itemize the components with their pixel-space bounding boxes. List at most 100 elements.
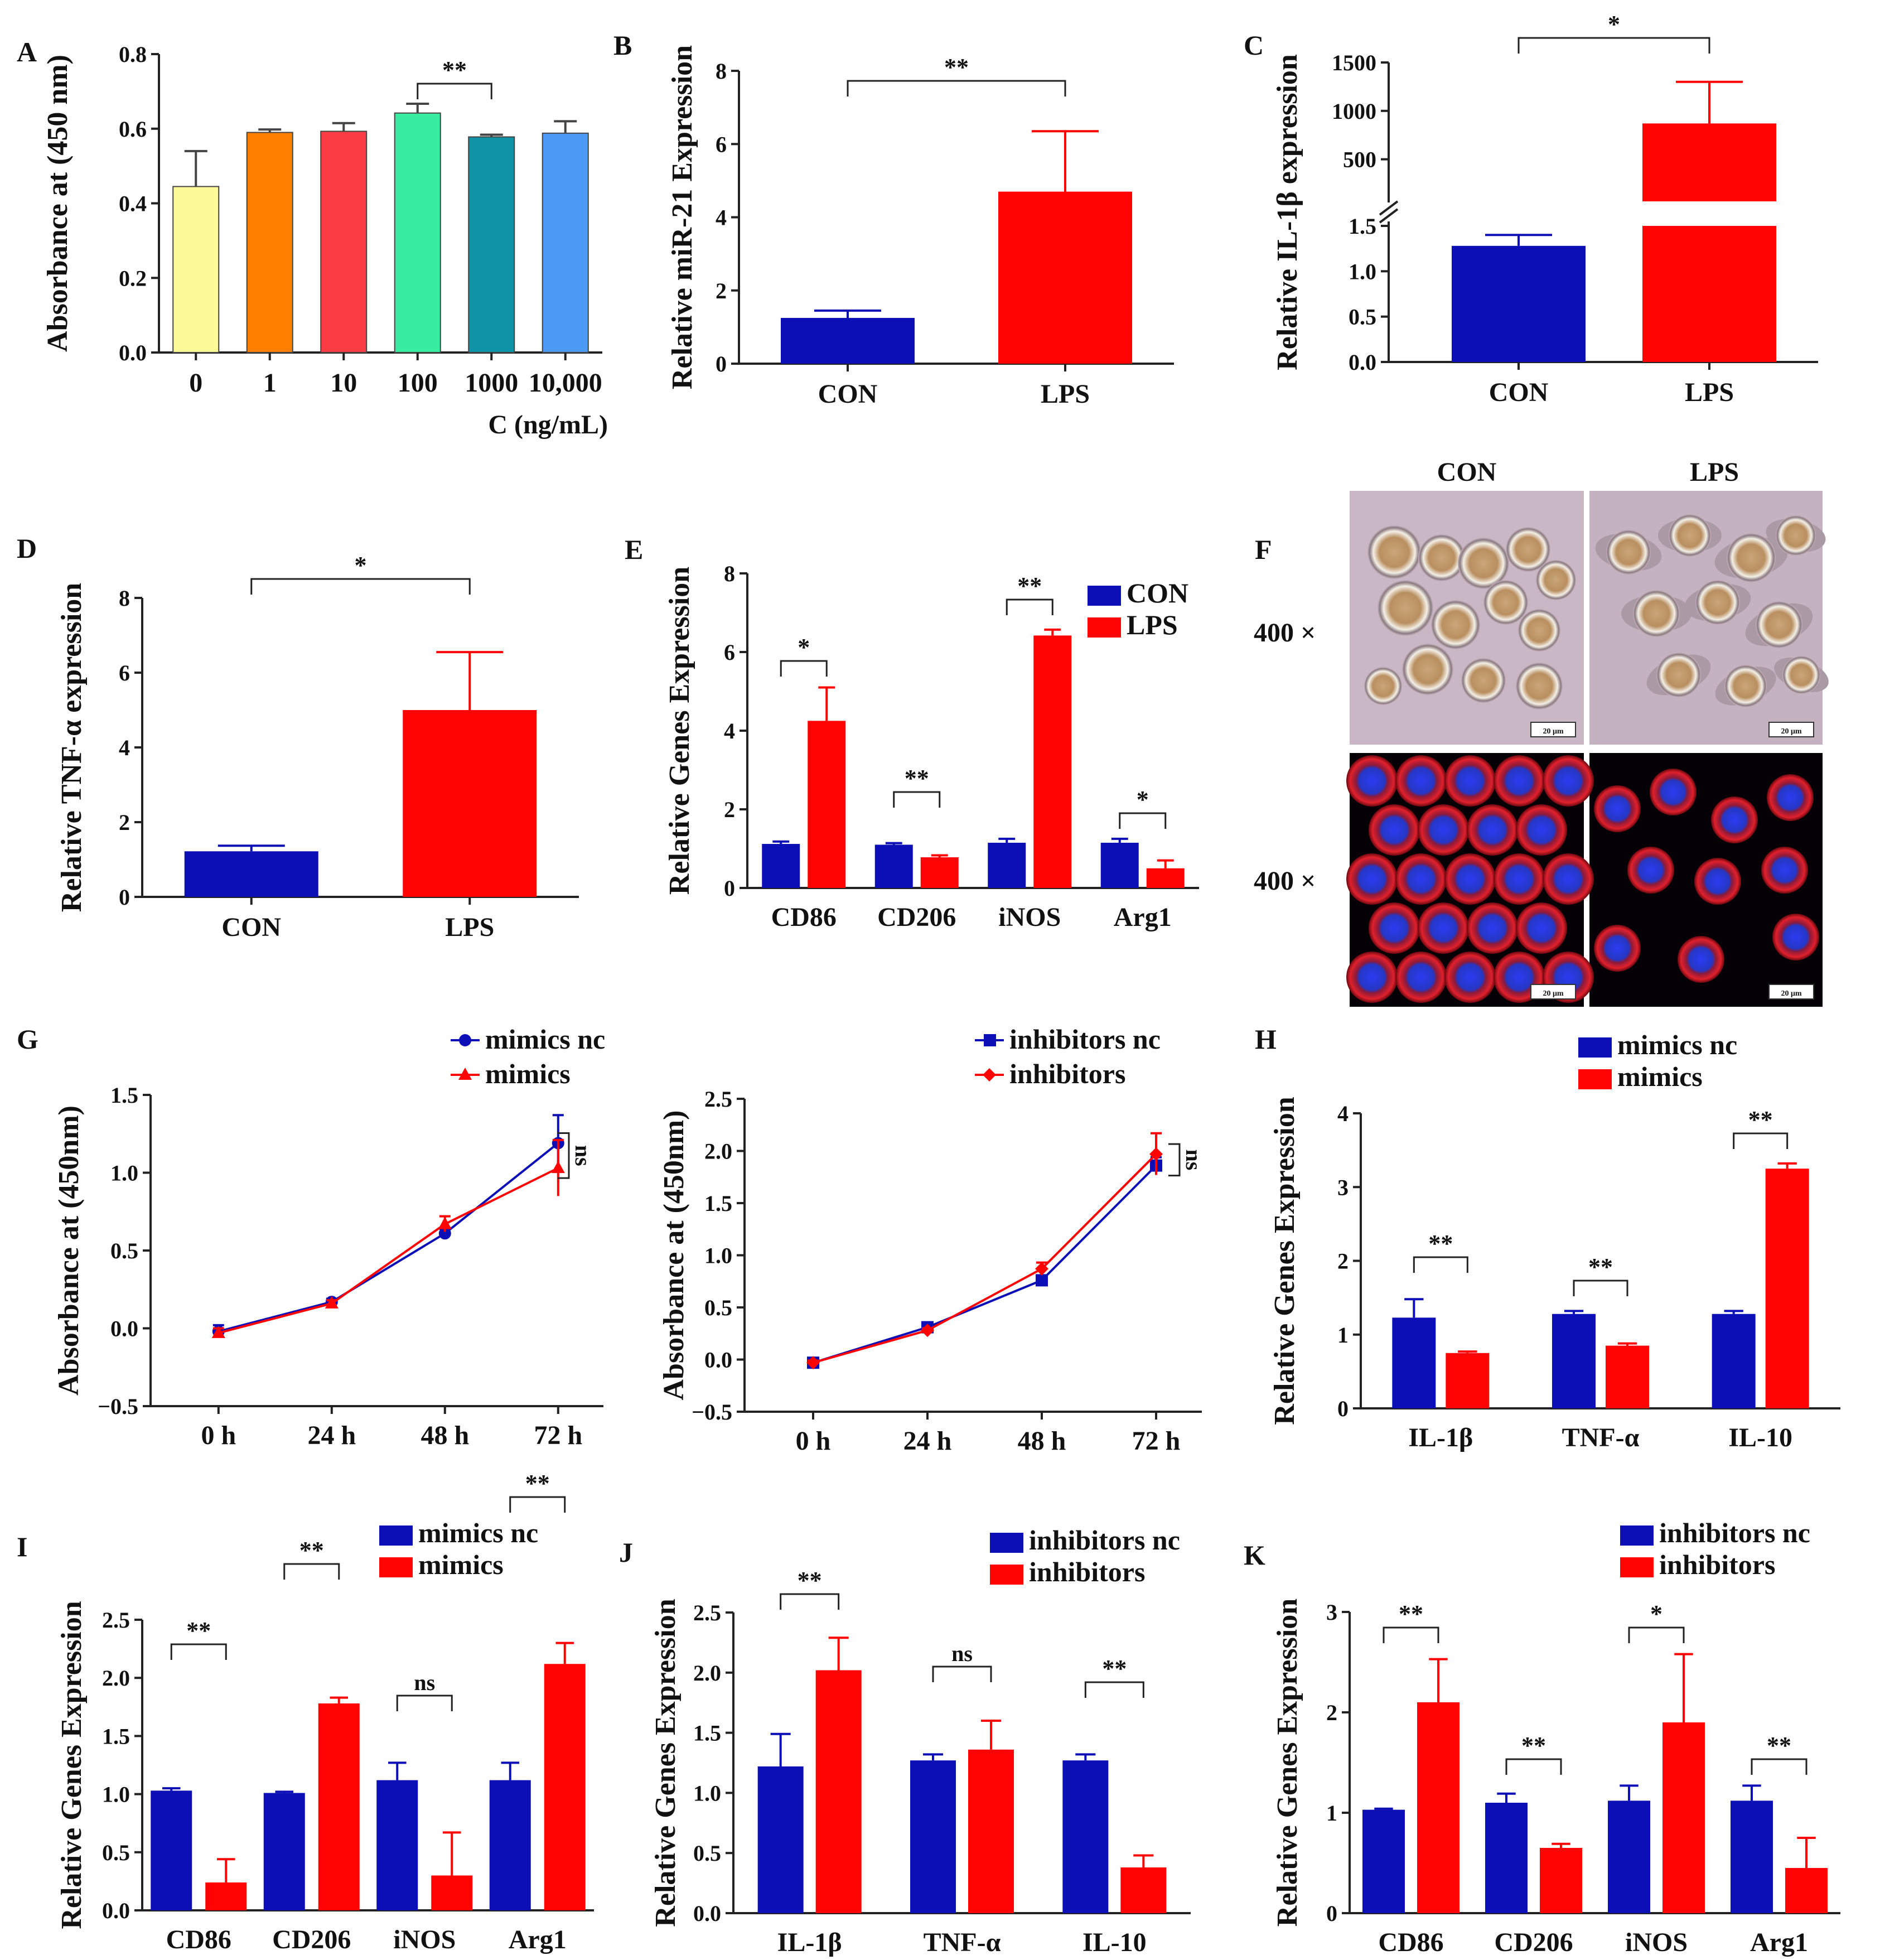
y-tick-label: 8: [119, 586, 130, 611]
y-tick-label: 2: [119, 810, 130, 835]
y-axis-title: Relative miR-21 Expression: [666, 45, 698, 389]
bar: [762, 844, 800, 888]
y-tick-label: 0.5: [693, 1841, 721, 1866]
y-tick-label: −0.5: [692, 1399, 732, 1425]
y-tick-label: 1.0: [1349, 259, 1376, 284]
y-tick-label: 0.5: [102, 1840, 130, 1865]
x-tick-label: 0: [189, 368, 202, 398]
bar: [1146, 868, 1185, 888]
legend-label: CON: [1127, 577, 1188, 609]
fluorescent-cell: [1772, 914, 1819, 960]
chart-g1: −0.5 0.0 0.5 1.0 1.5 Absorbance at (450nm) G 0 …: [17, 1024, 605, 1450]
legend-label: mimics nc: [1617, 1029, 1737, 1060]
chart-a: 0.0 0.2 0.4 0.6 0.8 Absorbance at (450 nm)A 0 1…: [17, 36, 608, 440]
significance-bracket: [780, 1593, 840, 1610]
bar: [874, 844, 913, 888]
fluorescent-cell: [1543, 755, 1594, 807]
panel-label: G: [17, 1024, 38, 1055]
y-tick-label: 0.5: [1349, 305, 1376, 330]
y-axis-title: Relative TNF-α expression: [56, 583, 88, 912]
fluorescent-cell: [1395, 755, 1447, 807]
panel-f: F CON LPS 400 × 400 × 20 μm 20 μm 20 μm …: [1254, 457, 1829, 1007]
axis-break-mark: [1379, 200, 1399, 216]
significance-label: **: [1428, 1230, 1453, 1257]
significance-bracket: [417, 83, 492, 99]
y-tick-label: 1.5: [693, 1721, 721, 1746]
y-tick-label: 0: [724, 876, 735, 901]
data-point: [1036, 1274, 1048, 1287]
brightfield-cell: [1727, 533, 1776, 582]
bar: [542, 132, 589, 353]
data-point: [806, 1356, 820, 1370]
significance-bracket: [932, 1665, 992, 1682]
x-axis-title: C (ng/mL): [488, 410, 608, 440]
chart-h: 0 1 2 3 4 Relative Genes Expression H IL-1β ** TN…: [1255, 1024, 1840, 1452]
brightfield-cell: [1633, 590, 1680, 637]
legend-label: inhibitors: [1029, 1556, 1145, 1587]
y-tick-label: 1.0: [704, 1243, 732, 1268]
bar: [263, 1793, 305, 1910]
bar: [781, 317, 915, 364]
bar: [1417, 1702, 1459, 1913]
x-tick-label: 48 h: [1018, 1426, 1066, 1456]
fluorescent-cell: [1418, 804, 1469, 856]
y-tick-label: 0.0: [102, 1898, 130, 1923]
brightfield-cell: [1402, 644, 1453, 695]
scale-bar-2: [1768, 722, 1814, 737]
bar: [988, 842, 1026, 888]
fluorescent-cell: [1467, 902, 1518, 954]
panel-label: B: [613, 30, 632, 61]
fluorescent-cell: [1494, 853, 1545, 905]
y-tick-label: −0.5: [98, 1394, 138, 1419]
significance-label: ns: [571, 1145, 596, 1166]
y-tick-label: 0: [1326, 1901, 1337, 1926]
x-tick-label: CON: [818, 379, 878, 409]
y-tick-label: 6: [716, 132, 727, 157]
brightfield-cell: [1516, 663, 1563, 709]
data-point: [438, 1216, 452, 1229]
significance-bracket: [1006, 598, 1053, 615]
legend-marker: [983, 1068, 996, 1082]
panel-label: K: [1244, 1539, 1265, 1571]
panel-label: H: [1255, 1024, 1277, 1055]
fluorescent-cell: [1395, 952, 1447, 1003]
y-tick-label: 2: [724, 797, 735, 822]
brightfield-cell: [1367, 525, 1421, 579]
significance-label: **: [1017, 572, 1042, 600]
series-line: [218, 1142, 559, 1333]
fluorescent-cell: [1494, 755, 1545, 807]
y-tick-label: 0.2: [119, 265, 147, 291]
x-tick-label: 48 h: [421, 1421, 469, 1450]
significance-bracket: [1733, 1132, 1789, 1149]
significance-label: *: [798, 634, 810, 661]
bar: [1642, 123, 1776, 201]
data-point: [921, 1324, 934, 1338]
legend-swatch: [1088, 586, 1121, 606]
bar: [1540, 1848, 1582, 1913]
y-tick-label: 0: [716, 351, 727, 376]
bar: [1606, 1345, 1649, 1408]
x-tick-label: CD206: [272, 1925, 351, 1954]
bar: [1552, 1314, 1596, 1408]
brightfield-cell: [1656, 653, 1701, 697]
legend-swatch: [990, 1533, 1023, 1553]
x-tick-label: IL-10: [1728, 1423, 1792, 1452]
brightfield-cell: [1506, 527, 1550, 572]
scale-bar-text-3: 20 μm: [1543, 989, 1563, 998]
x-tick-label: 1000: [465, 368, 518, 398]
x-tick-label: TNF-α: [924, 1928, 1001, 1957]
brightfield-cell: [1378, 580, 1433, 636]
legend-label: mimics: [1617, 1061, 1703, 1092]
scale-bar-3: [1530, 984, 1576, 1000]
y-tick-label: 1000: [1332, 99, 1376, 124]
panel-label: A: [17, 36, 37, 67]
data-point: [1149, 1147, 1163, 1161]
significance-bracket: [780, 660, 828, 677]
legend-label: inhibitors nc: [1009, 1024, 1161, 1055]
y-tick-label: 0.0: [110, 1316, 138, 1341]
y-tick-label: 4: [119, 735, 130, 760]
scale-bar-text-2: 20 μm: [1781, 727, 1801, 736]
bar: [431, 1875, 473, 1910]
y-tick-label: 1: [1337, 1322, 1349, 1348]
